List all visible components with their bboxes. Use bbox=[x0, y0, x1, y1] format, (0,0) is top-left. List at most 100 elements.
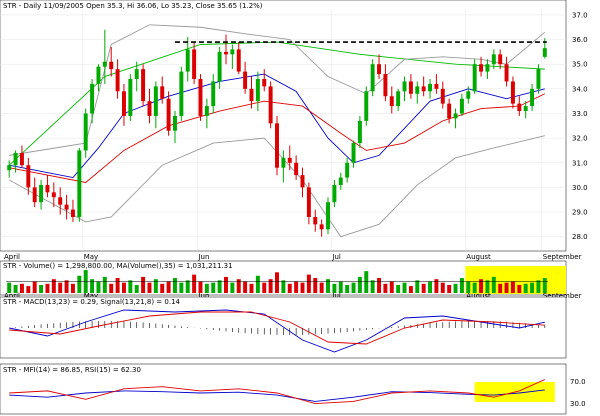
volume-month-label: August bbox=[466, 292, 491, 300]
candle-body bbox=[13, 152, 18, 166]
mfi-panel bbox=[0, 363, 567, 415]
candle-body bbox=[472, 64, 477, 92]
candle-body bbox=[58, 197, 63, 205]
price-tick-label: 34.0 bbox=[572, 85, 588, 93]
candle-body bbox=[211, 81, 216, 107]
candle-body bbox=[530, 88, 535, 107]
volume-bar bbox=[115, 278, 120, 293]
price-tick-label: 29.0 bbox=[572, 209, 588, 217]
volume-bar bbox=[275, 272, 279, 293]
volume-bar bbox=[447, 284, 452, 293]
volume-bar bbox=[51, 279, 56, 293]
candle-body bbox=[326, 202, 330, 230]
candle-body bbox=[453, 113, 458, 119]
candle-body bbox=[294, 162, 299, 176]
volume-bar bbox=[109, 283, 114, 293]
volume-bar bbox=[281, 280, 286, 293]
candle-body bbox=[396, 91, 401, 107]
candle-body bbox=[491, 54, 496, 65]
price-grid bbox=[0, 10, 566, 251]
price-tick-label: 37.0 bbox=[572, 11, 588, 19]
volume-bar bbox=[370, 280, 375, 293]
candle-body bbox=[421, 86, 426, 92]
volume-bar bbox=[428, 281, 433, 293]
volume-bar bbox=[472, 282, 477, 293]
candle-body bbox=[370, 64, 375, 92]
price-header: STR - Daily 11/09/2005 Open 35.3, Hi 36.… bbox=[3, 2, 263, 10]
month-label: May bbox=[84, 253, 98, 261]
overlay-line bbox=[9, 24, 546, 156]
candle-body bbox=[319, 224, 324, 230]
volume-bar bbox=[211, 282, 216, 293]
candle-body bbox=[377, 64, 382, 75]
volume-bar bbox=[466, 281, 471, 293]
volume-bar bbox=[377, 278, 382, 293]
candle-body bbox=[402, 81, 407, 92]
candlesticks bbox=[7, 29, 547, 237]
volume-bar bbox=[345, 284, 350, 293]
volume-bar bbox=[268, 279, 273, 293]
volume-bar bbox=[128, 280, 133, 293]
volume-bar bbox=[153, 279, 158, 293]
volume-bar bbox=[294, 281, 299, 293]
candle-body bbox=[357, 120, 362, 144]
candle-body bbox=[217, 51, 222, 82]
volume-bar bbox=[166, 281, 171, 293]
volume-bar bbox=[319, 282, 324, 293]
candle-body bbox=[243, 71, 248, 89]
volume-bar bbox=[389, 281, 394, 293]
volume-bar bbox=[160, 283, 165, 293]
candle-body bbox=[77, 150, 82, 217]
candle-body bbox=[51, 192, 56, 198]
candle-body bbox=[383, 74, 388, 97]
candle-body bbox=[70, 209, 75, 217]
volume-bar bbox=[332, 283, 337, 293]
volume-month-label: Jun bbox=[197, 292, 209, 300]
volume-bar bbox=[26, 286, 31, 293]
candle-body bbox=[141, 69, 146, 102]
month-label: Jun bbox=[197, 253, 209, 261]
candle-body bbox=[351, 143, 356, 163]
candle-body bbox=[102, 61, 107, 67]
volume-bar bbox=[479, 279, 484, 293]
volume-bar bbox=[300, 282, 305, 293]
volume-bar bbox=[504, 282, 509, 293]
volume-bar bbox=[287, 283, 292, 293]
volume-bar bbox=[313, 278, 318, 293]
candle-body bbox=[498, 54, 503, 65]
volume-bar bbox=[357, 276, 362, 293]
volume-bar bbox=[58, 282, 63, 293]
candle-body bbox=[485, 64, 490, 72]
candle-body bbox=[179, 71, 184, 116]
mfi-lines bbox=[9, 379, 545, 405]
volume-bar bbox=[32, 281, 37, 293]
candle-body bbox=[536, 69, 541, 89]
volume-bar bbox=[536, 280, 541, 293]
candle-body bbox=[45, 184, 50, 193]
candle-body bbox=[64, 204, 69, 210]
volume-bar bbox=[453, 283, 458, 293]
volume-month-label: Jul bbox=[331, 292, 341, 300]
volume-bar bbox=[134, 284, 139, 293]
candle-body bbox=[224, 51, 228, 55]
volume-bars bbox=[6, 270, 548, 293]
price-tick-label: 32.0 bbox=[572, 135, 588, 143]
month-label: Jul bbox=[331, 253, 341, 261]
volume-bar bbox=[121, 282, 126, 293]
mfi-tick-30: 30.0 bbox=[570, 400, 586, 408]
candle-body bbox=[166, 98, 171, 131]
candle-body bbox=[198, 78, 203, 116]
volume-bar bbox=[364, 271, 369, 293]
volume-bar bbox=[415, 280, 420, 293]
volume-month-label: April bbox=[4, 292, 20, 300]
volume-bar bbox=[262, 282, 267, 293]
candle-body bbox=[185, 49, 190, 72]
volume-bar bbox=[243, 281, 248, 293]
volume-bar bbox=[306, 274, 311, 293]
price-tick-label: 31.0 bbox=[572, 159, 588, 167]
volume-bar bbox=[198, 281, 203, 293]
volume-bar bbox=[421, 283, 426, 293]
candle-body bbox=[459, 98, 464, 114]
candle-body bbox=[542, 48, 547, 57]
volume-bar bbox=[510, 281, 515, 293]
